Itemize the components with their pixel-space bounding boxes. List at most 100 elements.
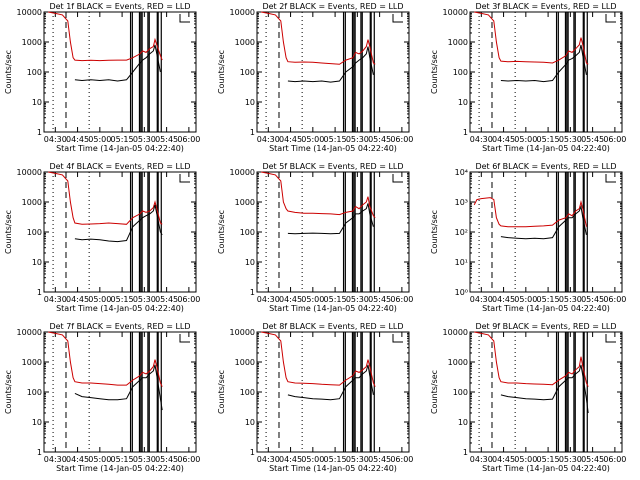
y-tick-label: 1: [37, 288, 42, 297]
panel-title: Det 6f BLACK = Events, RED = LLD: [475, 162, 616, 171]
y-tick-label: 10000: [17, 328, 42, 337]
y-tick-label: 10²: [455, 228, 468, 237]
panel-title: Det 8f BLACK = Events, RED = LLD: [262, 322, 403, 331]
corner-marker: [605, 334, 616, 343]
x-tick-label: 04:30: [44, 455, 67, 464]
x-tick-label: 06:00: [603, 455, 626, 464]
x-tick-label: 05:15: [537, 455, 560, 464]
y-tick-label: 10000: [443, 328, 468, 337]
y-tick-label: 10000: [443, 8, 468, 17]
y-axis-label: Counts/sec: [217, 50, 226, 94]
plot-frame: [469, 11, 623, 133]
y-tick-label: 100: [240, 68, 255, 77]
x-tick-label: 05:45: [368, 135, 391, 144]
x-tick-label: 05:45: [155, 135, 178, 144]
x-axis-label: Start Time (14-Jan-05 04:22:40): [56, 304, 184, 313]
x-tick-label: 05:30: [559, 295, 582, 304]
x-tick-label: 06:00: [390, 295, 413, 304]
y-tick-label: 10000: [230, 328, 255, 337]
y-tick-label: 1: [463, 448, 468, 457]
y-axis-label: Counts/sec: [217, 370, 226, 414]
x-tick-label: 05:30: [346, 455, 369, 464]
x-tick-label: 05:45: [155, 295, 178, 304]
x-tick-label: 05:15: [324, 455, 347, 464]
x-axis-label: Start Time (14-Jan-05 04:22:40): [56, 144, 184, 153]
x-tick-label: 05:00: [514, 455, 537, 464]
x-tick-label: 06:00: [177, 295, 200, 304]
y-tick-label: 10: [245, 258, 255, 267]
x-tick-label: 04:45: [492, 295, 515, 304]
x-tick-label: 05:00: [301, 455, 324, 464]
y-tick-label: 1000: [22, 358, 42, 367]
detector-panel-4: 1 10 100 1000 10000 04:30 04:45 05:00 05:15 05:30…: [4, 162, 200, 313]
x-tick-label: 06:00: [390, 455, 413, 464]
y-tick-label: 10³: [455, 198, 468, 207]
x-tick-label: 05:00: [88, 135, 111, 144]
panel-title: Det 7f BLACK = Events, RED = LLD: [49, 322, 190, 331]
y-tick-label: 10: [32, 418, 42, 427]
detector-panel-7: 1 10 100 1000 10000 04:30 04:45 05:00 05:15 05:30…: [4, 322, 200, 473]
plot-frame: [256, 171, 410, 293]
x-tick-label: 05:15: [537, 135, 560, 144]
lld-rate-series: [48, 11, 163, 62]
y-tick-label: 1: [463, 128, 468, 137]
x-tick-label: 05:15: [324, 135, 347, 144]
corner-marker: [392, 334, 403, 343]
x-tick-label: 04:30: [44, 295, 67, 304]
plot-frame: [256, 11, 410, 133]
y-tick-label: 1000: [235, 198, 255, 207]
panel-title: Det 2f BLACK = Events, RED = LLD: [262, 2, 403, 11]
y-axis-label: Counts/sec: [4, 50, 13, 94]
y-tick-label: 1: [250, 448, 255, 457]
x-tick-label: 05:45: [581, 295, 604, 304]
x-tick-label: 04:30: [470, 295, 493, 304]
y-tick-label: 10⁰: [455, 288, 468, 297]
y-tick-label: 10000: [230, 168, 255, 177]
x-tick-label: 05:00: [514, 135, 537, 144]
x-axis-label: Start Time (14-Jan-05 04:22:40): [482, 304, 610, 313]
x-axis-label: Start Time (14-Jan-05 04:22:40): [269, 144, 397, 153]
x-axis-label: Start Time (14-Jan-05 04:22:40): [269, 464, 397, 473]
corner-marker: [605, 14, 616, 23]
y-tick-label: 1000: [235, 358, 255, 367]
corner-marker: [179, 174, 190, 183]
x-tick-label: 04:45: [66, 135, 89, 144]
y-tick-label: 10¹: [455, 258, 468, 267]
detector-panel-8: 1 10 100 1000 10000 04:30 04:45 05:00 05:15 05:30…: [217, 322, 413, 473]
y-tick-label: 1: [250, 288, 255, 297]
corner-marker: [179, 14, 190, 23]
corner-marker: [179, 334, 190, 343]
panel-title: Det 1f BLACK = Events, RED = LLD: [49, 2, 190, 11]
y-tick-label: 1: [37, 128, 42, 137]
lld-rate-series: [48, 171, 163, 225]
y-tick-label: 1000: [448, 38, 468, 47]
plot-frame: [43, 11, 197, 133]
y-tick-label: 1000: [22, 198, 42, 207]
lld-rate-series: [473, 197, 587, 228]
x-tick-label: 05:30: [559, 455, 582, 464]
lld-rate-series: [261, 171, 376, 219]
panel-title: Det 4f BLACK = Events, RED = LLD: [49, 162, 190, 171]
events-rate-series: [74, 364, 163, 411]
corner-marker: [392, 14, 403, 23]
y-tick-label: 10000: [17, 168, 42, 177]
y-axis-label: Counts/sec: [4, 210, 13, 254]
corner-marker: [605, 174, 616, 183]
x-tick-label: 05:45: [155, 455, 178, 464]
detector-panel-2: 1 10 100 1000 10000 04:30 04:45 05:00 05:15 05:30…: [217, 2, 413, 153]
y-tick-label: 1: [250, 128, 255, 137]
x-axis-label: Start Time (14-Jan-05 04:22:40): [269, 304, 397, 313]
x-tick-label: 06:00: [603, 295, 626, 304]
x-tick-label: 04:45: [492, 455, 515, 464]
x-axis-label: Start Time (14-Jan-05 04:22:40): [482, 144, 610, 153]
y-tick-label: 100: [453, 68, 468, 77]
x-tick-label: 05:00: [88, 295, 111, 304]
x-tick-label: 06:00: [390, 135, 413, 144]
lld-rate-series: [261, 331, 376, 387]
events-rate-series: [287, 46, 374, 83]
x-tick-label: 05:30: [133, 455, 156, 464]
detector-panel-1: 1 10 100 1000 10000 04:30 04:45 05:00 05:15 05:30…: [4, 2, 200, 153]
x-tick-label: 04:45: [279, 135, 302, 144]
x-tick-label: 04:45: [492, 135, 515, 144]
